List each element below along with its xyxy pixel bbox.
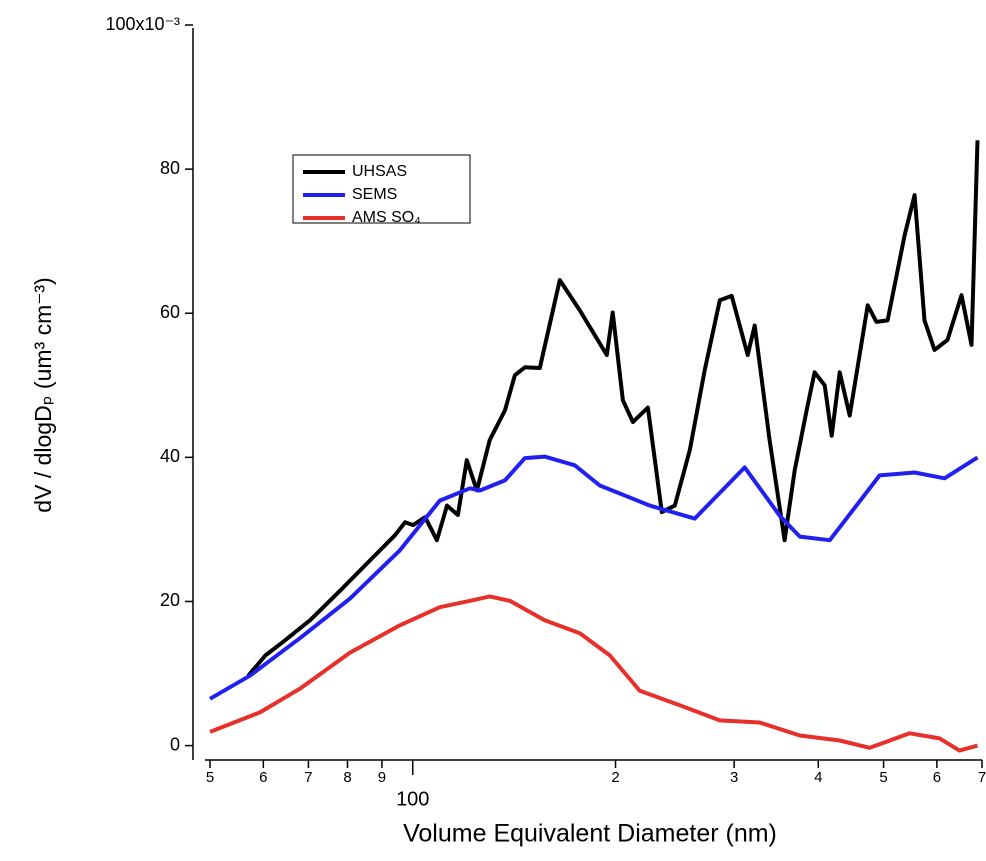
y-tick-label: 40	[160, 446, 180, 466]
y-tick-label: 20	[160, 590, 180, 610]
y-tick-label: 100x10⁻³	[105, 14, 180, 34]
x-tick-label: 4	[814, 769, 822, 786]
legend-label: AMS SO₄	[352, 209, 421, 226]
y-axis-title: dV / dlogDₚ (um³ cm⁻³)	[30, 277, 56, 512]
x-tick-label: 5	[206, 769, 214, 786]
series-line	[209, 594, 979, 753]
x-tick-label: 9	[378, 769, 386, 786]
x-tick-label: 8	[343, 769, 351, 786]
x-tick-label: 100	[396, 788, 429, 810]
x-tick-label: 2	[611, 769, 619, 786]
x-tick-label: 7	[304, 769, 312, 786]
y-tick-label: 80	[160, 158, 180, 178]
x-tick-label: 6	[933, 769, 941, 786]
x-axis-title: Volume Equivalent Diameter (nm)	[403, 820, 777, 848]
x-tick-label: 6	[259, 769, 267, 786]
legend-label: UHSAS	[352, 163, 407, 180]
x-tick-label: 7	[978, 769, 986, 786]
y-tick-label: 0	[170, 734, 180, 754]
legend-box	[292, 154, 471, 224]
x-tick-label: 3	[730, 769, 738, 786]
legend-label: SEMS	[352, 186, 397, 203]
y-tick-label: 60	[160, 302, 180, 322]
x-tick-label: 5	[879, 769, 887, 786]
series-line	[208, 454, 979, 701]
